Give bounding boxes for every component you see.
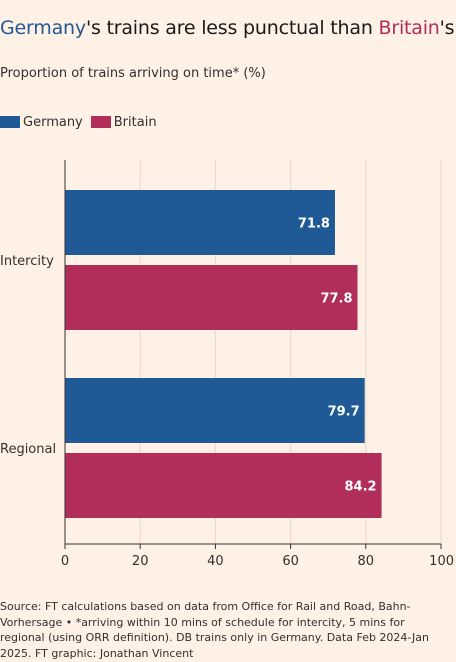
legend-item-germany: Germany [0, 115, 83, 130]
legend-swatch-germany [0, 116, 20, 128]
x-tick-label-60: 60 [282, 554, 299, 569]
bar-germany-intercity [65, 190, 335, 255]
legend: Germany Britain [0, 113, 165, 131]
legend-label-britain: Britain [113, 114, 157, 130]
chart-subtitle: Proportion of trains arriving on time* (… [0, 66, 266, 81]
x-tick-label-40: 40 [207, 554, 224, 569]
legend-label-germany: Germany [23, 114, 83, 130]
legend-item-britain: Britain [90, 114, 157, 130]
chart-title: Germany's trains are less punctual than … [0, 14, 456, 42]
x-tick-label-0: 0 [61, 554, 69, 569]
data-label-germany-intercity: 71.8 [298, 217, 330, 232]
title-end: 's [439, 17, 455, 39]
category-label-intercity: Intercity [0, 254, 54, 269]
data-label-britain-intercity: 77.8 [320, 292, 352, 307]
x-tick-label-100: 100 [429, 554, 454, 569]
data-label-britain-regional: 84.2 [345, 480, 377, 495]
title-britain: Britain [378, 17, 440, 39]
category-label-regional: Regional [0, 442, 56, 457]
bar-britain-intercity [65, 265, 358, 330]
bar-germany-regional [65, 378, 365, 443]
x-tick-label-20: 20 [132, 554, 149, 569]
title-germany: Germany [0, 17, 86, 39]
x-tick-label-80: 80 [358, 554, 375, 569]
title-middle: 's trains are less punctual than [85, 17, 379, 39]
bar-chart: 71.8 77.8 Intercity 79.7 84.2 Regional 0 20 40 60… [0, 160, 454, 569]
data-label-germany-regional: 79.7 [328, 405, 360, 420]
source-footnote: Source: FT calculations based on data fr… [0, 600, 429, 660]
bar-britain-regional [65, 453, 382, 518]
legend-swatch-britain [90, 116, 111, 128]
